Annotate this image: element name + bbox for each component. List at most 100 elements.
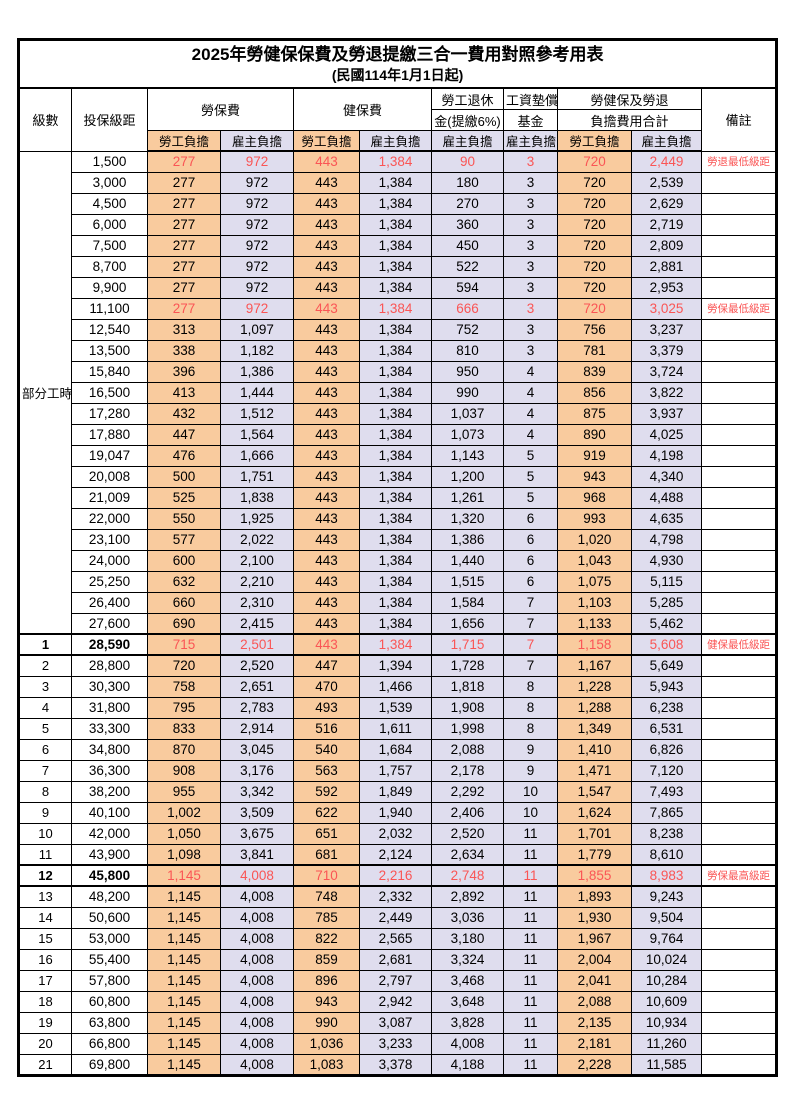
pension-employer-cell: 1,728 <box>431 654 504 677</box>
pension-employer-cell: 1,037 <box>431 402 504 425</box>
table-row: 11,100 277 972 443 1,384 666 3 720 3,025… <box>19 297 778 320</box>
bracket-cell: 13,500 <box>71 339 148 362</box>
bracket-cell: 55,400 <box>71 948 148 971</box>
health-employee-cell: 443 <box>293 171 360 194</box>
health-employer-cell: 1,384 <box>359 486 432 509</box>
health-employer-cell: 1,384 <box>359 549 432 572</box>
total-employer-cell: 7,493 <box>631 780 702 803</box>
total-employer-cell: 4,488 <box>631 486 702 509</box>
pension-employer-cell: 4,008 <box>431 1032 504 1055</box>
labor-employer-cell: 972 <box>220 255 294 278</box>
wage-fund-employer-cell: 6 <box>503 528 558 551</box>
labor-employer-cell: 1,751 <box>220 465 294 488</box>
pension-employer-cell: 1,908 <box>431 696 504 719</box>
bracket-cell: 30,300 <box>71 675 148 698</box>
pension-employer-cell: 1,515 <box>431 570 504 593</box>
health-employer-cell: 1,384 <box>359 528 432 551</box>
health-employer-cell: 1,384 <box>359 339 432 362</box>
labor-employer-cell: 3,509 <box>220 801 294 824</box>
health-employee-cell: 443 <box>293 255 360 278</box>
health-employer-cell: 1,384 <box>359 360 432 383</box>
pension-employer-cell: 594 <box>431 276 504 299</box>
total-employee-cell: 1,779 <box>557 843 632 866</box>
wage-fund-employer-cell: 3 <box>503 318 558 341</box>
pension-employer-cell: 2,520 <box>431 822 504 845</box>
total-employer-cell: 2,449 <box>631 150 702 173</box>
health-employer-cell: 1,539 <box>359 696 432 719</box>
bracket-cell: 12,540 <box>71 318 148 341</box>
total-employer-cell: 7,120 <box>631 759 702 782</box>
labor-employer-cell: 3,176 <box>220 759 294 782</box>
labor-employee-cell: 577 <box>147 528 221 551</box>
subheader-health-employee: 勞工負擔 <box>293 130 360 152</box>
labor-employer-cell: 972 <box>220 192 294 215</box>
page-title: 2025年勞健保保費及勞退提繳三合一費用對照參考用表 <box>191 45 604 65</box>
remark-cell <box>700 339 778 362</box>
part-time-group-label: 部分工時 <box>18 150 72 635</box>
pension-employer-cell: 3,828 <box>431 1011 504 1034</box>
total-employee-cell: 1,158 <box>557 633 632 656</box>
remark-cell <box>700 717 778 740</box>
labor-employer-cell: 972 <box>220 234 294 257</box>
subheader-pension-employer: 雇主負擔 <box>431 130 504 152</box>
labor-employer-cell: 1,666 <box>220 444 294 467</box>
total-employee-cell: 1,075 <box>557 570 632 593</box>
wage-fund-employer-cell: 11 <box>503 1032 558 1055</box>
health-employee-cell: 516 <box>293 717 360 740</box>
labor-employee-cell: 715 <box>147 633 221 656</box>
remark-cell <box>700 612 778 635</box>
health-employee-cell: 896 <box>293 969 360 992</box>
remark-cell <box>700 801 778 824</box>
bracket-cell: 7,500 <box>71 234 148 257</box>
wage-fund-employer-cell: 3 <box>503 171 558 194</box>
total-employer-cell: 10,609 <box>631 990 702 1013</box>
total-employee-cell: 720 <box>557 171 632 194</box>
pension-employer-cell: 1,440 <box>431 549 504 572</box>
pension-employer-cell: 2,292 <box>431 780 504 803</box>
table-row: 17,280 432 1,512 443 1,384 1,037 4 875 3… <box>19 402 778 425</box>
table-row: 部分工時 1,500 277 972 443 1,384 90 3 720 2,… <box>18 150 778 635</box>
level-cell: 16 <box>18 948 72 971</box>
health-employer-cell: 1,384 <box>359 570 432 593</box>
labor-employer-cell: 4,008 <box>220 1032 294 1055</box>
total-employee-cell: 1,967 <box>557 927 632 950</box>
total-employer-cell: 4,930 <box>631 549 702 572</box>
remark-cell <box>700 780 778 803</box>
title-row: 2025年勞健保保費及勞退提繳三合一費用對照參考用表 (民國114年1月1日起) <box>17 39 778 89</box>
health-employer-cell: 1,384 <box>359 318 432 341</box>
labor-employee-cell: 476 <box>147 444 221 467</box>
health-employer-cell: 1,611 <box>359 717 432 740</box>
level-cell: 7 <box>18 759 72 782</box>
labor-employer-cell: 2,310 <box>220 591 294 614</box>
labor-employer-cell: 1,182 <box>220 339 294 362</box>
total-employer-cell: 10,284 <box>631 969 702 992</box>
table-row: 5 33,300 833 2,914 516 1,611 1,998 8 1,3… <box>18 717 778 740</box>
health-employee-cell: 748 <box>293 885 360 908</box>
wage-fund-employer-cell: 11 <box>503 948 558 971</box>
pension-employer-cell: 522 <box>431 255 504 278</box>
wage-fund-employer-cell: 11 <box>503 864 558 887</box>
bracket-cell: 19,047 <box>71 444 148 467</box>
table-row: 7 36,300 908 3,176 563 1,757 2,178 9 1,4… <box>18 759 778 782</box>
labor-employee-cell: 1,002 <box>147 801 221 824</box>
health-employer-cell: 1,394 <box>359 654 432 677</box>
col-header-labor-insurance: 勞保費 <box>147 87 294 131</box>
labor-employee-cell: 1,050 <box>147 822 221 845</box>
labor-employee-cell: 525 <box>147 486 221 509</box>
wage-fund-employer-cell: 11 <box>503 822 558 845</box>
wage-fund-employer-cell: 5 <box>503 465 558 488</box>
labor-employee-cell: 277 <box>147 213 221 236</box>
total-employer-cell: 4,025 <box>631 423 702 446</box>
total-employer-cell: 6,826 <box>631 738 702 761</box>
total-employee-cell: 993 <box>557 507 632 530</box>
wage-fund-employer-cell: 3 <box>503 234 558 257</box>
health-employee-cell: 443 <box>293 465 360 488</box>
remark-cell <box>700 381 778 404</box>
health-employee-cell: 822 <box>293 927 360 950</box>
table-row: 26,400 660 2,310 443 1,384 1,584 7 1,103… <box>19 591 778 614</box>
level-cell: 6 <box>18 738 72 761</box>
table-row: 8,700 277 972 443 1,384 522 3 720 2,881 <box>19 255 778 278</box>
level-cell: 21 <box>18 1053 72 1076</box>
pension-employer-cell: 1,200 <box>431 465 504 488</box>
total-employee-cell: 781 <box>557 339 632 362</box>
